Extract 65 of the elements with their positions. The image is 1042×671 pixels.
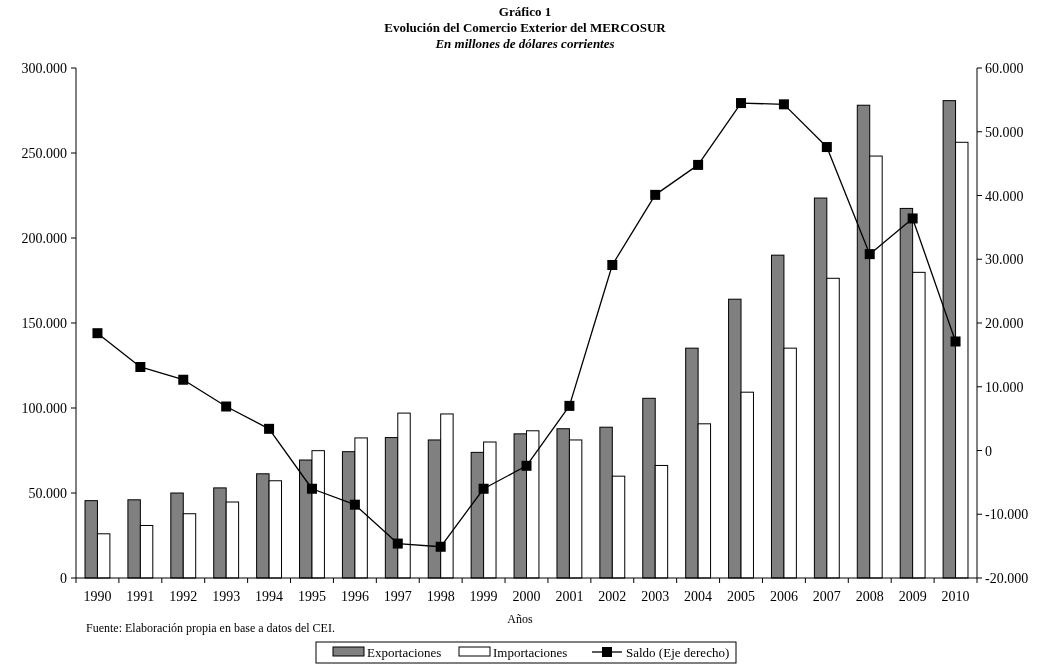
point	[306, 483, 317, 494]
y2-tick-label: 20.000	[985, 316, 1024, 331]
chart-title: Gráfico 1	[498, 4, 552, 19]
point	[736, 98, 747, 109]
point	[607, 259, 618, 270]
point	[693, 159, 704, 170]
y-tick-label: 150.000	[21, 316, 67, 331]
point	[264, 423, 275, 434]
y2-tick-label: 60.000	[985, 61, 1024, 76]
point	[864, 249, 875, 260]
x-tick-label: 1993	[212, 589, 241, 604]
legend-label: Importaciones	[493, 645, 568, 660]
point	[521, 460, 532, 471]
source-note: Fuente: Elaboración propia en base a datos del CEI.	[86, 621, 335, 635]
x-tick-label: 2002	[598, 589, 627, 604]
y2-tick-label: 40.000	[985, 188, 1024, 204]
x-tick-label: 2007	[812, 589, 841, 604]
y2-tick-label: 30.000	[985, 252, 1024, 268]
legend-label: Exportaciones	[367, 645, 442, 660]
point	[349, 499, 360, 510]
y-tick-label: 100.000	[21, 401, 67, 416]
x-tick-label: 1997	[383, 589, 412, 604]
point	[907, 213, 918, 224]
point	[778, 99, 789, 110]
x-tick-label: 2010	[941, 589, 970, 604]
x-tick-label: 2006	[769, 589, 798, 604]
x-tick-label: 2009	[898, 589, 927, 604]
point	[178, 374, 189, 385]
x-tick-label: 1992	[169, 589, 198, 604]
point	[950, 336, 961, 347]
x-tick-label: 2000	[512, 589, 541, 604]
y-tick-label: 50.000	[28, 486, 67, 501]
x-tick-label: 1998	[426, 589, 455, 604]
x-tick-label: 2004	[684, 589, 713, 604]
x-tick-label: 1995	[297, 589, 326, 604]
y-tick-label: 200.000	[21, 231, 67, 246]
y2-tick-label: -20.000	[985, 571, 1029, 586]
y-tick-label: 250.000	[21, 146, 67, 161]
x-tick-label: 2008	[855, 589, 884, 604]
point	[650, 189, 661, 200]
x-tick-label: 2001	[555, 589, 584, 604]
x-tick-label: 2003	[641, 589, 670, 604]
point	[92, 328, 103, 339]
y2-tick-label: -10.000	[985, 507, 1029, 523]
x-tick-label: 2005	[727, 589, 756, 604]
y2-tick-label: 50.000	[985, 124, 1024, 140]
x-tick-label: 1999	[469, 589, 498, 604]
y-tick-label: 0	[60, 571, 67, 586]
point	[135, 361, 146, 372]
x-tick-label: 1991	[126, 589, 155, 604]
y2-tick-label: 10.000	[985, 379, 1024, 395]
x-axis-title: Años	[507, 612, 533, 626]
point	[221, 401, 232, 412]
point	[478, 483, 489, 494]
x-tick-label: 1990	[83, 589, 112, 604]
point	[435, 541, 446, 552]
y-tick-label: 300.000	[21, 61, 67, 76]
point	[564, 400, 575, 411]
y2-tick-label: 0	[985, 443, 992, 459]
chart-subtitle: Evolución del Comercio Exterior del MERCOSUR En millones de dólares corrientes	[384, 20, 667, 51]
x-tick-label: 1996	[340, 589, 369, 604]
x-tick-label: 1994	[255, 589, 284, 604]
legend-label: Saldo (Eje derecho)	[626, 645, 730, 660]
point	[821, 142, 832, 153]
point	[392, 538, 403, 549]
